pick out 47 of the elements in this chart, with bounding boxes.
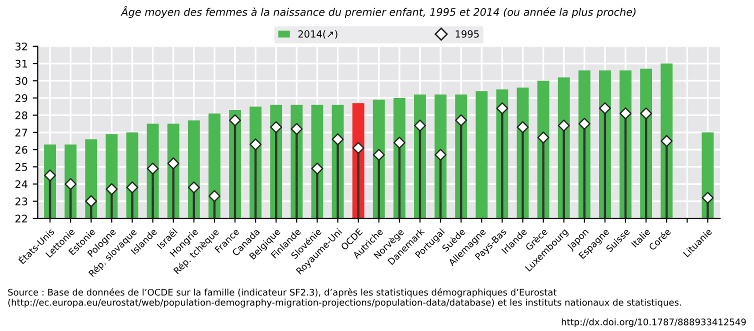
y-tick-label: 28 xyxy=(15,111,28,120)
y-tick-label: 26 xyxy=(15,146,28,154)
point xyxy=(516,121,529,134)
point xyxy=(372,148,385,161)
point xyxy=(44,169,56,182)
point xyxy=(311,162,324,175)
point xyxy=(64,178,77,190)
point xyxy=(537,132,550,144)
y-tick-label: 29 xyxy=(15,94,28,102)
point xyxy=(496,102,508,114)
point xyxy=(620,107,632,120)
y-tick-label: 27 xyxy=(15,128,28,136)
point xyxy=(270,121,282,134)
point xyxy=(702,192,714,204)
point xyxy=(167,157,180,170)
point xyxy=(146,162,159,175)
point xyxy=(106,183,118,196)
y-tick-label: 24 xyxy=(15,180,28,188)
chart-title: Âge moyen des femmes à la naissance du premier enfant, 1995 et 2014 (ou année la plus proche) xyxy=(120,6,636,18)
point xyxy=(126,181,138,194)
source-note: Source : Base de données de l’OCDE sur la famille (indicateur SF2.3), d’après les statistiques démographiques d’Eurostat (http://ec.europa.eu/eurostat/web/population-demography-migration-projections/population-data/database) et les instituts nationaux de statistiques. xyxy=(8,288,681,308)
y-tick-label: 25 xyxy=(15,163,28,171)
text: http://dx.doi.org/10.1787/888933412549 xyxy=(562,318,746,328)
y-tick-label: 23 xyxy=(15,197,28,206)
y-tick-label: 30 xyxy=(16,76,28,85)
point xyxy=(332,133,344,146)
y-tick-label: 31 xyxy=(16,60,28,68)
point xyxy=(640,107,652,120)
y-tick-label: 22 xyxy=(15,214,27,222)
point xyxy=(188,181,200,194)
point xyxy=(660,135,673,148)
point xyxy=(558,120,570,132)
point xyxy=(434,148,447,161)
point xyxy=(229,114,242,126)
point xyxy=(455,114,468,126)
point xyxy=(578,118,590,130)
legend-label: 1995 xyxy=(456,30,479,38)
point xyxy=(85,195,98,208)
point xyxy=(598,102,611,114)
legend-label: 2014(↗) xyxy=(298,30,338,39)
point xyxy=(290,122,303,135)
point xyxy=(352,142,364,154)
point xyxy=(250,138,262,150)
point xyxy=(393,136,406,149)
y-tick-label: 32 xyxy=(16,42,27,50)
point xyxy=(414,120,426,132)
point xyxy=(208,190,220,202)
